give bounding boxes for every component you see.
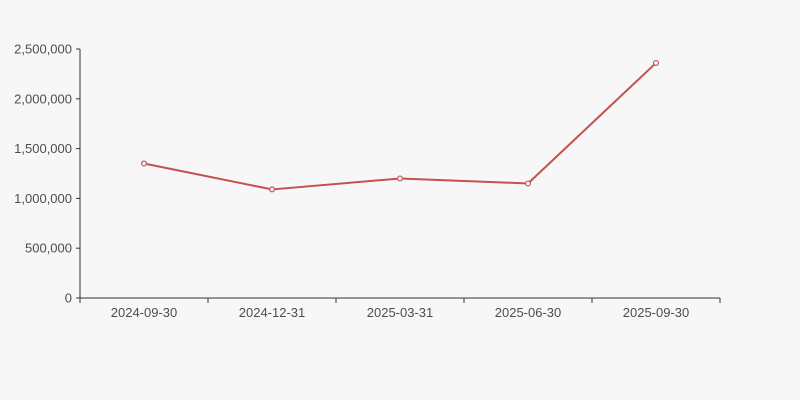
y-axis-tick-label: 1,500,000 [14, 141, 72, 156]
data-point-marker[interactable] [524, 180, 531, 187]
data-point-marker[interactable] [269, 186, 276, 193]
data-point-marker[interactable] [397, 175, 404, 182]
y-axis-tick-label: 0 [65, 291, 72, 306]
x-axis-tick-label: 2024-12-31 [239, 305, 306, 320]
y-axis-tick-label: 500,000 [25, 241, 72, 256]
x-axis-tick-label: 2025-03-31 [367, 305, 434, 320]
x-axis-tick-label: 2024-09-30 [111, 305, 178, 320]
y-axis-tick-label: 2,500,000 [14, 42, 72, 57]
y-axis-tick-label: 2,000,000 [14, 91, 72, 106]
y-axis-tick-label: 1,000,000 [14, 191, 72, 206]
x-axis-tick-label: 2025-06-30 [495, 305, 562, 320]
x-axis-tick-label: 2025-09-30 [623, 305, 690, 320]
data-point-marker[interactable] [141, 160, 148, 167]
data-point-marker[interactable] [652, 59, 659, 66]
